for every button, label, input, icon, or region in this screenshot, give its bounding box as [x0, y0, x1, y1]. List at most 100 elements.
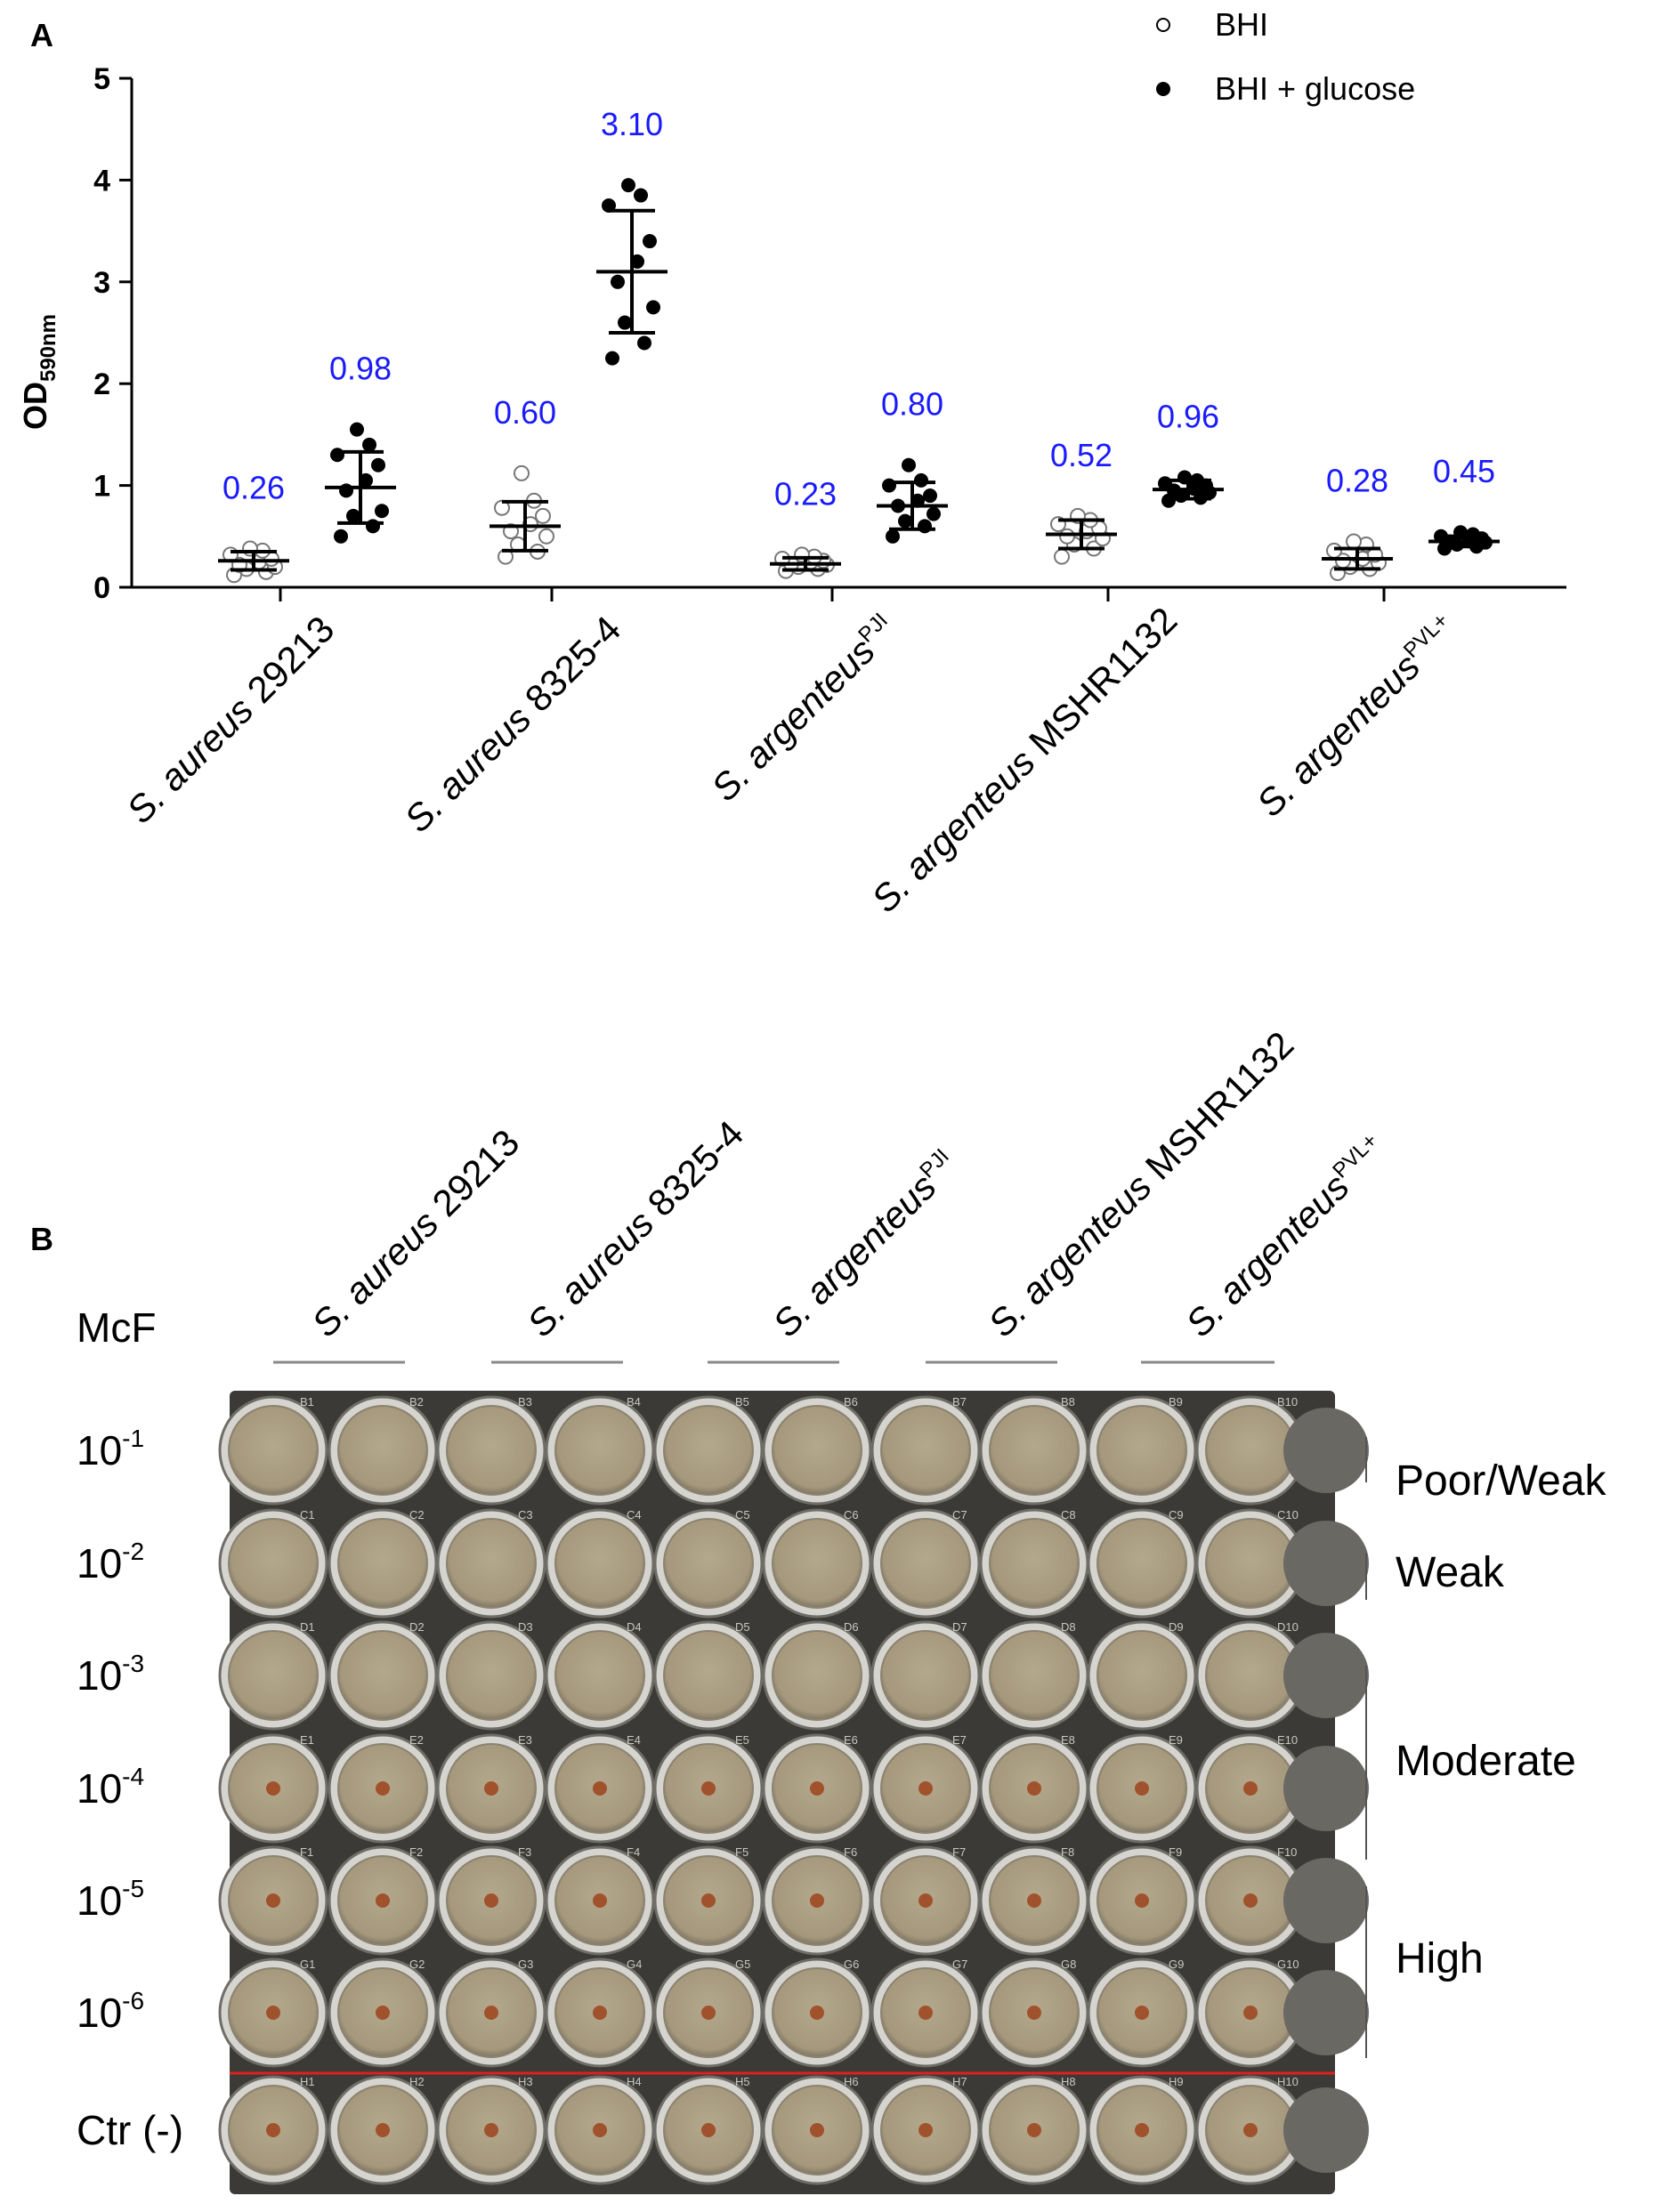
x-label-argenteus-mshr1132: S. argenteus MSHR1132 [863, 599, 1185, 920]
well-partial [1283, 1858, 1369, 1943]
data-point [330, 448, 344, 463]
well [1096, 1630, 1187, 1721]
row-label-exponent: -6 [122, 1987, 144, 2014]
row-label: 10-3 [77, 1650, 144, 1699]
data-point [646, 300, 660, 315]
data-point [371, 457, 385, 472]
data-point [643, 234, 657, 249]
well-code: G4 [627, 1958, 642, 1971]
well-code: G8 [1061, 1958, 1076, 1971]
category-label: High [1396, 1935, 1484, 1982]
well-code: F9 [1169, 1845, 1182, 1859]
well [446, 1630, 537, 1721]
well-sediment [266, 2123, 280, 2137]
well-sediment [266, 1781, 280, 1796]
well [880, 1405, 971, 1496]
mean-label: 0.52 [1050, 437, 1113, 473]
well-code: D2 [409, 1620, 425, 1634]
data-point [898, 513, 912, 529]
well-code: E3 [518, 1733, 532, 1747]
data-point [923, 488, 937, 504]
well-code: D3 [518, 1620, 533, 1634]
well-partial [1283, 1970, 1369, 2055]
well-code: H2 [409, 2075, 425, 2088]
panel-a-label: A [30, 17, 53, 53]
data-point [634, 188, 648, 203]
well-sediment [1027, 2123, 1041, 2137]
well-code: E5 [735, 1733, 749, 1747]
well-sediment [701, 2006, 716, 2020]
data-point [346, 508, 360, 523]
well [228, 1405, 319, 1496]
well [880, 1518, 971, 1609]
well-plate: B1 B2 B3 B4 B5 B6 B7 B8 B9 B10 C1 C2 C3 C4 C5 C6 C7 C8 C9 C… [218, 1391, 1369, 2194]
mean-label: 3.10 [601, 106, 663, 142]
data-point [375, 504, 389, 519]
well-sediment [376, 1781, 390, 1796]
well-sediment [810, 2123, 824, 2137]
well-code: B2 [409, 1395, 424, 1409]
axes [130, 78, 1566, 589]
category-label: Poor/Weak [1396, 1457, 1607, 1505]
data-point [538, 528, 554, 545]
mean-label: 0.23 [774, 475, 837, 512]
well-code: F5 [735, 1845, 748, 1859]
data-point [927, 506, 941, 521]
y-tick-label: 1 [93, 470, 110, 504]
well-code: F10 [1277, 1845, 1297, 1859]
well-code: H4 [627, 2075, 642, 2088]
well-code: H9 [1169, 2075, 1184, 2088]
well [772, 1518, 862, 1609]
well-code: C10 [1277, 1508, 1299, 1522]
well-sediment [484, 2006, 498, 2020]
mean-label: 0.45 [1433, 453, 1495, 489]
x-category-labels: S. aureus 29213 S. aureus 8325-4 S. arge… [118, 599, 1453, 920]
panel-b-label: B [30, 1221, 53, 1257]
mean-label: 0.96 [1157, 398, 1219, 434]
row-label: 10-6 [77, 1987, 144, 2036]
y-tick-label: 4 [93, 164, 110, 198]
well [1205, 1630, 1296, 1721]
data-point [535, 507, 551, 524]
well-sediment [376, 2123, 390, 2137]
data-point [605, 351, 619, 366]
well-code: E1 [300, 1733, 314, 1747]
well-sediment [1135, 1781, 1149, 1796]
well-code: F4 [627, 1845, 640, 1859]
data-point [339, 483, 353, 498]
well-code: B3 [518, 1395, 532, 1409]
well-code: F2 [409, 1845, 423, 1859]
well [228, 1630, 319, 1721]
well-code: B6 [844, 1395, 858, 1409]
legend-marker-bhi-glucose [1156, 82, 1170, 96]
row-label-base: 10 [77, 1765, 122, 1812]
well [554, 1518, 645, 1609]
well-code: C8 [1061, 1508, 1076, 1522]
well-sediment [266, 2006, 280, 2020]
well-sediment [1135, 2123, 1149, 2137]
well-sediment [1135, 2006, 1149, 2020]
well-code: E6 [844, 1733, 858, 1747]
x-label-aureus-29213: S. aureus 29213 [118, 608, 342, 831]
row-label-base: 10 [77, 1652, 122, 1699]
well-sediment [701, 1893, 716, 1908]
biofilm-categories: Poor/Weak Weak Moderate High [1365, 1437, 1607, 2058]
well [337, 1405, 428, 1496]
y-ticks: 0 1 2 3 4 5 [93, 62, 1386, 605]
well-sediment [810, 1893, 824, 1908]
well-code: D1 [300, 1620, 315, 1634]
well-code: G9 [1169, 1958, 1184, 1971]
row-label-base: 10 [77, 1877, 122, 1924]
well-code: C6 [844, 1508, 859, 1522]
y-axis-label: OD590nm [17, 314, 61, 430]
well-code: F3 [518, 1845, 531, 1859]
well-code: B8 [1061, 1395, 1075, 1409]
data-point [882, 478, 896, 493]
mcf-header: McF [77, 1304, 156, 1351]
well [1096, 1405, 1187, 1496]
well [446, 1518, 537, 1609]
well-code: F8 [1061, 1845, 1074, 1859]
x-label-argenteus-pji: S. argenteusPJI [703, 608, 904, 809]
well-sediment [593, 1781, 607, 1796]
